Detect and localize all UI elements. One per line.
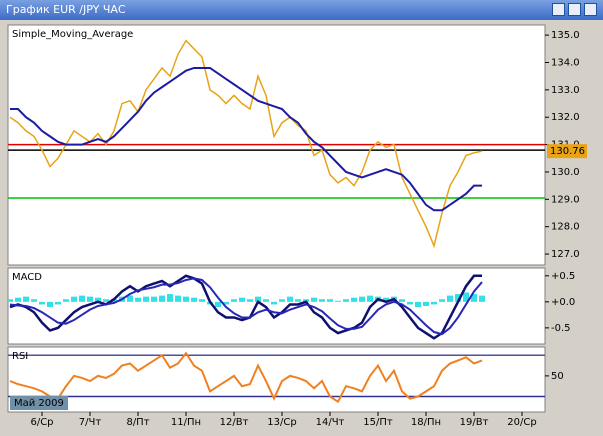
y-tick-label: 133.0 [551, 85, 580, 96]
y-tick-label: 134.0 [551, 57, 580, 68]
histogram-bar [383, 297, 389, 302]
histogram-bar [455, 294, 461, 302]
histogram-bar [431, 301, 437, 305]
histogram-bar [271, 301, 277, 305]
histogram-bar [351, 297, 357, 302]
histogram-bar [79, 295, 85, 302]
x-tick-label: 14/Чт [316, 417, 345, 428]
histogram-bar [359, 296, 365, 302]
y-tick-label: +0.0 [551, 297, 575, 308]
histogram-bar [71, 296, 77, 302]
x-tick-label: 7/Чт [79, 417, 102, 428]
panel-title: MACD [12, 272, 42, 283]
histogram-bar [103, 299, 109, 302]
histogram-bar [447, 295, 453, 302]
series-line [10, 66, 482, 212]
histogram-bar [151, 296, 157, 302]
tile-button[interactable] [552, 3, 565, 16]
histogram-bar [7, 299, 13, 302]
histogram-bar [423, 301, 429, 306]
histogram-bar [223, 301, 229, 305]
series-line [9, 274, 482, 340]
histogram-bar [247, 299, 253, 302]
histogram-bar [255, 296, 261, 302]
y-tick-label: 127.0 [551, 249, 580, 260]
histogram-bar [31, 299, 37, 302]
histogram-bar [479, 295, 485, 302]
histogram-bar [231, 299, 237, 302]
series-line [9, 39, 483, 249]
histogram-bar [439, 299, 445, 302]
histogram-bar [55, 301, 61, 305]
minimize-button[interactable] [568, 3, 581, 16]
x-tick-label: 20/Ср [507, 417, 536, 428]
histogram-bar [327, 299, 333, 302]
y-tick-label: -0.5 [551, 323, 571, 334]
x-tick-label: 18/Пн [411, 417, 441, 428]
histogram-bar [167, 294, 173, 302]
histogram-bar [407, 301, 413, 305]
histogram-bar [239, 297, 245, 302]
x-tick-label: 8/Пт [126, 417, 149, 428]
histogram-bar [471, 294, 477, 302]
x-tick-label: 6/Ср [30, 417, 53, 428]
x-tick-label: 11/Пн [171, 417, 201, 428]
histogram-bar [263, 299, 269, 302]
histogram-bar [15, 297, 21, 302]
series-line [9, 277, 483, 336]
histogram-bar [159, 295, 165, 302]
y-tick-label: +0.5 [551, 271, 575, 282]
close-button[interactable] [584, 3, 597, 16]
histogram-bar [279, 299, 285, 302]
x-tick-label: 13/Ср [267, 417, 296, 428]
histogram-bar [191, 297, 197, 302]
histogram-bar [311, 297, 317, 302]
histogram-bar [367, 295, 373, 302]
chart: 127.0128.0129.0130.0131.0132.0133.0134.0… [7, 24, 587, 428]
y-tick-label: 135.0 [551, 30, 580, 41]
histogram-bar [23, 296, 29, 302]
panel [7, 346, 546, 413]
histogram-bar [199, 299, 205, 302]
histogram-bar [63, 299, 69, 302]
histogram-bar [295, 299, 301, 302]
histogram-bar [287, 296, 293, 302]
panel-title: RSI [12, 351, 28, 362]
y-tick-label: 129.0 [551, 194, 580, 205]
period-label: Май 2009 [14, 398, 64, 409]
histogram-bar [183, 296, 189, 302]
y-tick-label: 50 [551, 371, 564, 382]
title-bar: График EUR /JPY ЧАС [0, 0, 603, 20]
y-tick-label: 130.0 [551, 167, 580, 178]
histogram-bar [215, 301, 221, 308]
histogram-bar [319, 299, 325, 302]
y-tick-label: 132.0 [551, 112, 580, 123]
price-label-bg [547, 144, 587, 159]
price-label: 130.76 [550, 146, 585, 157]
histogram-bar [87, 296, 93, 302]
period-label-bg [10, 396, 68, 410]
series-line [9, 351, 483, 404]
histogram-bar [415, 301, 421, 308]
histogram-bar [47, 301, 53, 308]
histogram-bar [135, 297, 141, 302]
histogram-bar [335, 300, 341, 302]
histogram-bar [399, 299, 405, 302]
x-tick-label: 15/Пт [363, 417, 393, 428]
histogram-bar [95, 297, 101, 302]
window-title: График EUR /JPY ЧАС [6, 3, 126, 16]
histogram-bar [343, 299, 349, 302]
panel-title: Simple_Moving_Average [12, 29, 133, 40]
x-tick-label: 12/Вт [220, 417, 249, 428]
y-tick-label: 128.0 [551, 222, 580, 233]
histogram-bar [175, 295, 181, 302]
histogram-bar [127, 295, 133, 302]
x-tick-label: 19/Вт [460, 417, 489, 428]
histogram-bar [463, 292, 469, 302]
histogram-bar [143, 296, 149, 302]
histogram-bar [39, 301, 45, 305]
